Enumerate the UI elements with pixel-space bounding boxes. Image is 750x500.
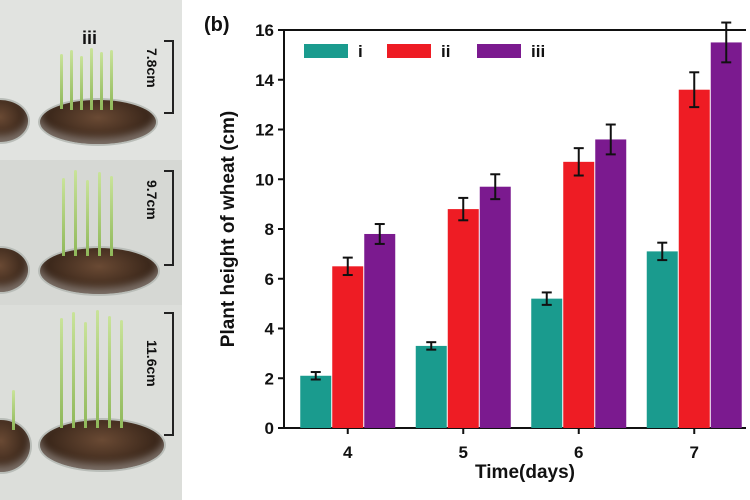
bar-ii-day4 — [332, 266, 364, 428]
legend-label-i: i — [358, 42, 363, 61]
wheat-blade — [110, 176, 113, 256]
wheat-blade — [98, 172, 101, 256]
bar-iii-day4 — [364, 233, 396, 428]
bar-ii-day5 — [447, 209, 479, 428]
height-bracket — [164, 40, 174, 114]
bar-chart: 0 2 4 6 8 10 12 14 16 4 5 6 7 Time(days) Plant height … — [218, 21, 746, 483]
bar-i-day7 — [646, 251, 678, 428]
y-tick-label: 2 — [265, 369, 274, 388]
height-label-day4: 7.8cm — [144, 48, 160, 88]
y-tick-label: 16 — [255, 21, 274, 40]
wheat-blade — [90, 48, 93, 110]
bar-ii-day6 — [563, 161, 595, 428]
bar-iii-day5 — [479, 186, 511, 428]
legend-swatch-iii — [477, 44, 521, 58]
wheat-blade — [108, 316, 111, 428]
group-label-iii: iii — [82, 28, 98, 48]
petri-dish — [38, 98, 158, 146]
seedling-photo-panel: iii 7.8cm 9.7cm 11.6cm — [0, 0, 182, 500]
bar-iii-day6 — [595, 139, 627, 428]
bar-i-day5 — [415, 345, 447, 428]
wheat-blade — [80, 56, 83, 110]
y-tick-label: 0 — [265, 419, 274, 438]
bar-ii-day7 — [678, 89, 710, 428]
wheat-blade — [110, 50, 113, 110]
wheat-blade — [84, 322, 87, 428]
bar-i-day6 — [531, 298, 563, 428]
wheat-blade — [96, 310, 99, 428]
bar-i-day4 — [300, 375, 332, 428]
wheat-blade — [120, 320, 123, 428]
wheat-blade — [62, 178, 65, 256]
wheat-blade — [86, 180, 89, 256]
y-tick-label: 10 — [255, 170, 274, 189]
wheat-blade — [60, 54, 63, 109]
legend-label-ii: ii — [441, 42, 450, 61]
y-tick-label: 6 — [265, 270, 274, 289]
x-tick-label: 7 — [690, 443, 699, 462]
legend-swatch-ii — [387, 44, 431, 58]
wheat-blade — [72, 312, 75, 428]
height-label-day5: 9.7cm — [144, 180, 160, 220]
x-tick-label: 4 — [343, 443, 353, 462]
height-label-day6: 11.6cm — [144, 340, 160, 387]
y-tick-label: 4 — [265, 320, 275, 339]
x-tick-label: 5 — [459, 443, 468, 462]
petri-dish — [38, 418, 166, 472]
wheat-blade — [74, 170, 77, 256]
wheat-blade — [70, 50, 73, 110]
wheat-blade — [100, 52, 103, 110]
y-tick-label: 12 — [255, 121, 274, 140]
y-tick-label: 14 — [255, 71, 274, 90]
x-axis-label: Time(days) — [475, 462, 575, 483]
panel-label: (b) — [204, 14, 230, 36]
bar-iii-day7 — [710, 42, 742, 428]
legend-swatch-i — [304, 44, 348, 58]
y-tick-label: 8 — [265, 220, 274, 239]
wheat-blade — [60, 318, 63, 428]
legend-label-iii: iii — [531, 42, 545, 61]
y-axis-label: Plant height of wheat (cm) — [218, 111, 239, 347]
wheat-blade — [12, 390, 15, 430]
height-bracket — [164, 312, 174, 436]
height-bracket — [164, 170, 174, 266]
x-tick-label: 6 — [574, 443, 583, 462]
